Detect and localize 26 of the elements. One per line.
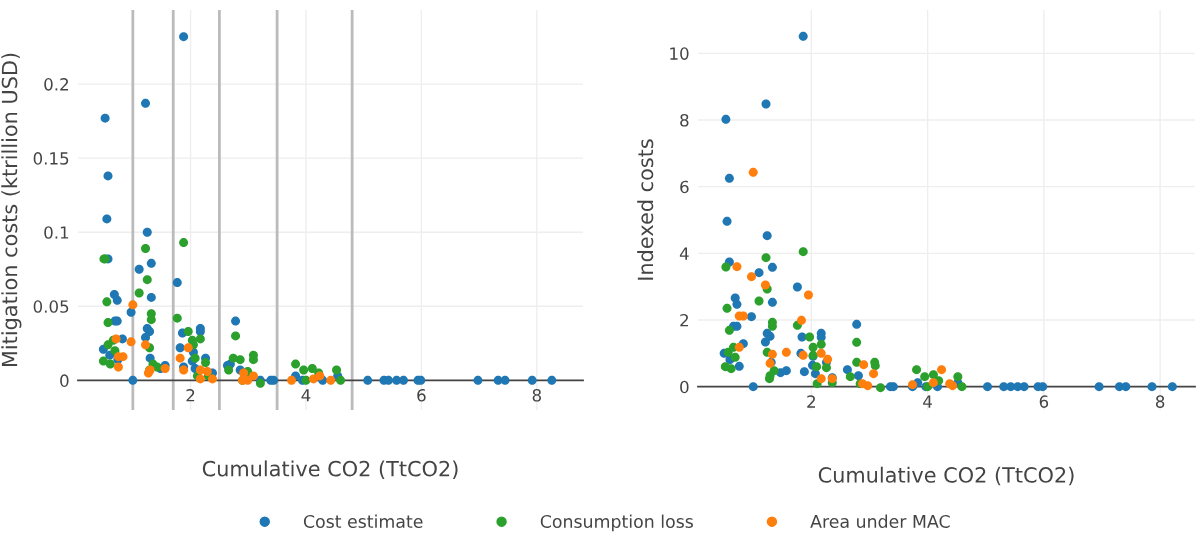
x-axis-title: Cumulative CO2 (TtCO2) (202, 460, 458, 479)
x-axis-title: Cumulative CO2 (TtCO2) (818, 466, 1074, 486)
y-tick-label: 2 (680, 313, 688, 327)
y-tick-label: 8 (680, 113, 689, 127)
y-tick-label: 0.1 (44, 226, 69, 239)
y-tick-label: 0.15 (33, 152, 69, 165)
y-tick-label: 0 (60, 374, 69, 387)
y-tick-label: 10 (670, 47, 689, 60)
legend-label: Consumption loss (540, 514, 693, 532)
y-tick-label: 6 (680, 180, 689, 194)
x-tick-label: 6 (1039, 395, 1049, 408)
y-axis-title: Indexed costs (637, 139, 654, 280)
x-tick-label: 8 (532, 389, 541, 402)
x-tick-label: 8 (1155, 395, 1165, 408)
y-tick-label: 4 (679, 247, 689, 260)
x-tick-label: 2 (807, 395, 815, 408)
legend-label: Area under MAC (810, 514, 950, 529)
y-tick-label: 0 (680, 380, 689, 394)
x-tick-label: 6 (417, 389, 426, 402)
x-tick-label: 4 (923, 395, 932, 408)
x-tick-label: 4 (301, 389, 311, 402)
y-axis-title: Mitigation costs (ktrillion USD) (1, 53, 22, 367)
y-tick-label: 0.05 (33, 300, 69, 313)
x-tick-label: 2 (186, 389, 195, 402)
y-tick-label: 0.2 (44, 78, 68, 91)
legend-label: Cost estimate (303, 514, 423, 529)
